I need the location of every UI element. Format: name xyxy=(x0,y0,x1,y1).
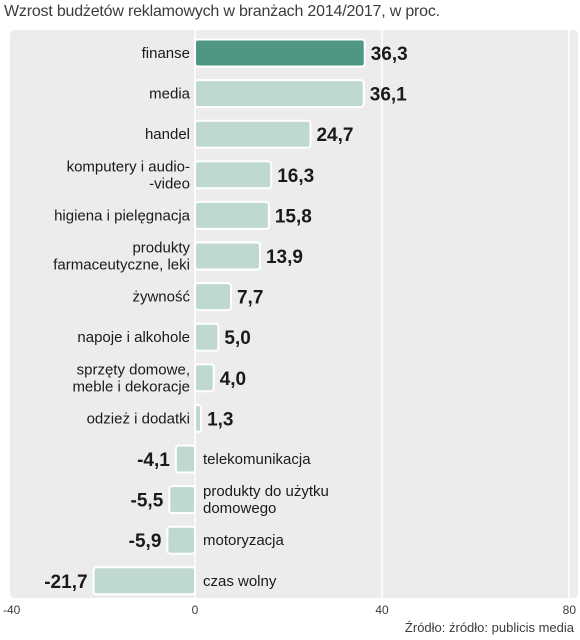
category-label: finanse xyxy=(142,45,190,62)
value-label: -5,5 xyxy=(131,491,164,512)
value-label: -5,9 xyxy=(129,531,162,552)
value-label: 36,3 xyxy=(371,44,408,65)
category-label: odzież i dodatki xyxy=(87,410,190,427)
bar xyxy=(168,485,197,515)
category-label: produkty do użytku domowego xyxy=(203,483,329,517)
category-label: żywność xyxy=(132,289,190,306)
category-label: media xyxy=(149,86,191,103)
bar xyxy=(194,79,365,109)
plot-background xyxy=(10,30,578,598)
value-label: 4,0 xyxy=(220,369,246,390)
bar xyxy=(194,38,366,68)
value-label: 5,0 xyxy=(224,328,250,349)
bar xyxy=(194,160,273,190)
x-tick-label: 0 xyxy=(192,603,199,617)
value-label: 36,1 xyxy=(370,85,407,106)
category-label: sprzęty domowe, meble i dekoracje xyxy=(72,361,190,395)
bar xyxy=(194,119,312,149)
category-label: handel xyxy=(145,126,190,143)
x-tick-label: -40 xyxy=(3,603,21,617)
value-label: 24,7 xyxy=(316,125,353,146)
category-label: telekomunikacja xyxy=(203,451,311,468)
category-label: motoryzacja xyxy=(203,532,285,549)
bar xyxy=(194,200,270,230)
x-tick-label: 80 xyxy=(563,603,577,617)
value-label: -21,7 xyxy=(44,572,87,593)
category-label: napoje i alkohole xyxy=(77,329,190,346)
category-label: higiena i pielęgnacja xyxy=(54,207,191,224)
bar xyxy=(174,444,197,474)
bar xyxy=(92,566,196,596)
bar xyxy=(194,282,232,312)
source-note: Źródło: źródło: publicis media xyxy=(404,620,574,635)
value-label: 16,3 xyxy=(277,166,314,187)
value-label: 13,9 xyxy=(266,247,303,268)
bar xyxy=(194,363,215,393)
category-label: czas wolny xyxy=(203,573,277,590)
value-label: 1,3 xyxy=(207,409,233,430)
value-label: -4,1 xyxy=(137,450,170,471)
chart-title: Wzrost budżetów reklamowych w branżach 2… xyxy=(4,3,440,20)
bar xyxy=(194,403,203,433)
category-label: komputery i audio--video xyxy=(67,158,190,192)
bar xyxy=(194,322,220,352)
category-label: produkty farmaceutyczne, leki xyxy=(53,240,190,274)
bar xyxy=(166,525,196,555)
x-tick-label: 40 xyxy=(375,603,389,617)
value-label: 15,8 xyxy=(275,206,312,227)
bar xyxy=(194,241,261,271)
value-label: 7,7 xyxy=(237,288,263,309)
